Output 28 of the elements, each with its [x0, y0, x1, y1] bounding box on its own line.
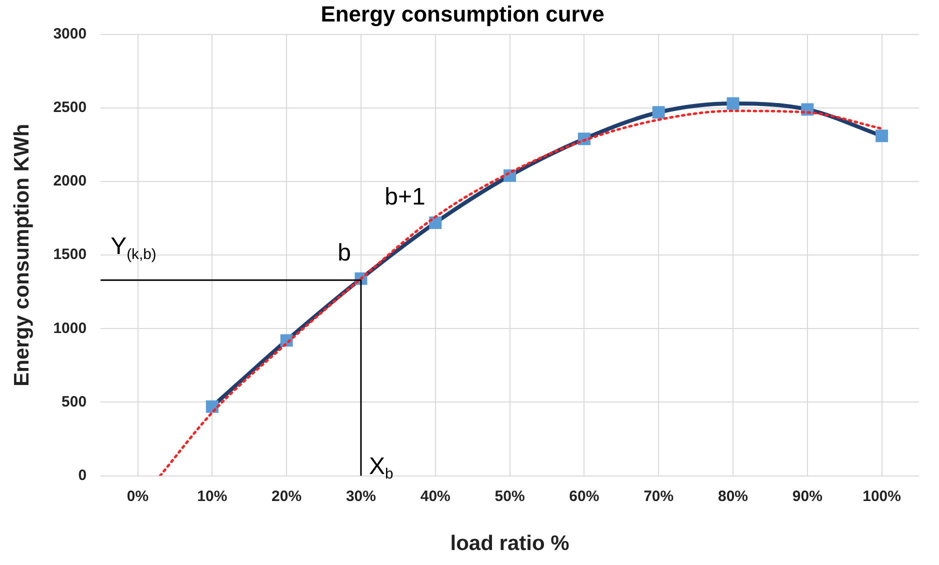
- y-tick-label: 0: [78, 466, 87, 484]
- annotation: b+1: [384, 184, 426, 211]
- x-tick-label: 10%: [197, 488, 228, 505]
- y-axis-title: Energy consumption KWh: [10, 124, 34, 386]
- x-axis-title: load ratio %: [450, 532, 570, 556]
- x-tick-label: 60%: [569, 488, 600, 505]
- y-tick-label: 3000: [53, 26, 87, 43]
- x-tick-label: 30%: [346, 488, 376, 505]
- y-tick-label: 2000: [53, 172, 87, 190]
- y-tick-label: 500: [62, 393, 87, 410]
- y-tick-label: 1000: [53, 320, 87, 337]
- point: [876, 130, 888, 142]
- x-tick-label: 90%: [792, 488, 822, 505]
- point: [652, 106, 665, 119]
- annotation: b: [338, 240, 351, 267]
- y-tick-label: 2500: [53, 99, 87, 116]
- point: [206, 400, 218, 413]
- point: [429, 216, 442, 229]
- x-tick-label: 80%: [718, 488, 748, 505]
- x-tick-label: 50%: [494, 488, 525, 505]
- x-tick-label: 0%: [126, 488, 149, 505]
- chart-title: Energy consumption curve: [320, 1, 604, 26]
- point: [726, 97, 740, 110]
- x-tick-label: 20%: [272, 488, 302, 505]
- x-tick-label: 100%: [862, 488, 901, 505]
- x-tick-label: 70%: [644, 488, 674, 505]
- x-tick-label: 40%: [420, 488, 450, 505]
- y-tick-label: 1500: [53, 246, 87, 264]
